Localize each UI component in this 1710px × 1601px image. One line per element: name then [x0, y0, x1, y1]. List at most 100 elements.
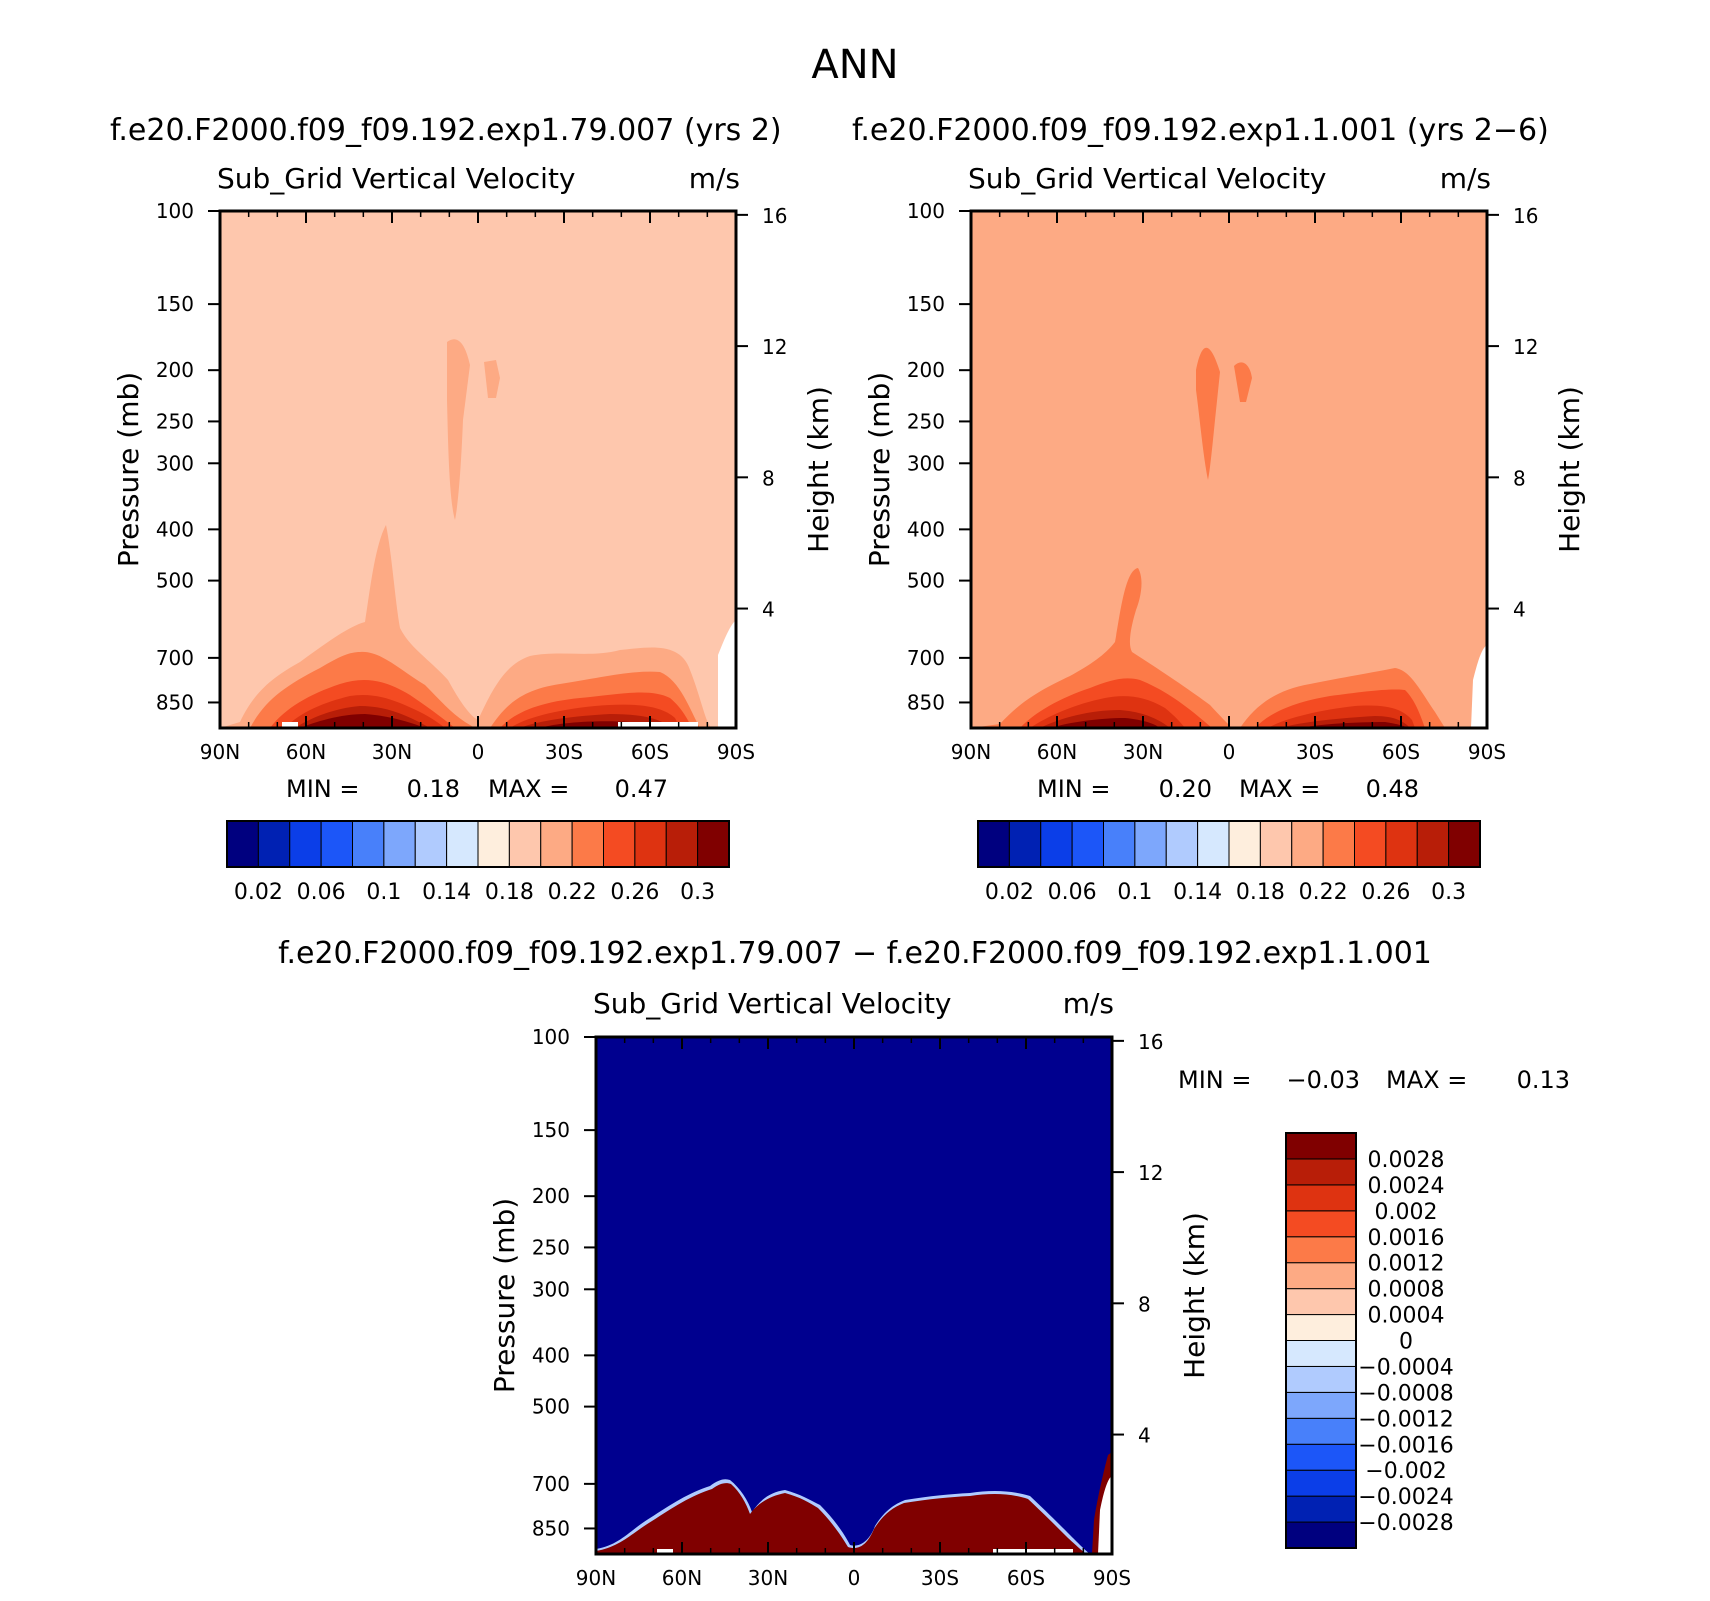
diff-colorbar-swatch	[1285, 1521, 1357, 1549]
test-xtick-label: 30S	[545, 740, 583, 764]
diff-colorbar-label: −0.002	[1365, 1459, 1446, 1484]
test-colorbar-label: 0.02	[234, 880, 283, 905]
test-colorbar-swatch	[226, 820, 259, 868]
diff-colorbar-swatch	[1285, 1288, 1357, 1316]
diff-colorbar-label: −0.0024	[1358, 1485, 1453, 1510]
control-ytick-label: 150	[907, 292, 945, 316]
control-colorbar-label: 0.26	[1361, 880, 1410, 905]
control-xtick-label: 90S	[1468, 740, 1506, 764]
control-max-label: MAX =	[1239, 775, 1320, 803]
diff-ytick-label: 100	[532, 1025, 570, 1049]
control-panel: Sub_Grid Vertical Velocity m/s 90N 60N 30N…	[863, 162, 1586, 905]
diff-colorbar-swatch	[1285, 1210, 1357, 1238]
diff-missing-data-right	[1098, 1476, 1112, 1554]
diff-colorbar-swatch	[1285, 1443, 1357, 1471]
test-ytick-label: 150	[156, 292, 194, 316]
test-min-label: MIN =	[286, 775, 359, 803]
control-xtick-label: 0	[1223, 740, 1236, 764]
test-y2tick-label: 8	[762, 466, 775, 490]
control-colorbar-swatch	[1354, 820, 1387, 868]
test-colorbar-swatch	[540, 820, 573, 868]
diff-colorbar-label: 0.0012	[1368, 1252, 1445, 1277]
control-colorbar-swatch	[1165, 820, 1199, 868]
diff-y2tick-label: 4	[1138, 1424, 1151, 1448]
control-min-label: MIN =	[1037, 775, 1110, 803]
control-ytick-label: 400	[907, 517, 945, 541]
test-colorbar-label: 0.3	[680, 880, 715, 905]
control-ytick-label: 100	[907, 199, 945, 223]
diff-min-label: MIN =	[1178, 1066, 1251, 1094]
control-ytick-label: 200	[907, 358, 945, 382]
test-panel: Sub_Grid Vertical Velocity m/s 90N 60N 30N…	[112, 162, 835, 905]
control-colorbar-swatch	[1197, 820, 1230, 868]
diff-xtick-label: 60S	[1007, 1566, 1045, 1590]
diff-colorbar-swatch	[1285, 1184, 1357, 1212]
test-case-title: f.e20.F2000.f09_f09.192.exp1.79.007 (yrs…	[110, 113, 782, 148]
test-y2tick-label: 4	[762, 598, 775, 622]
test-y2tick-label: 12	[762, 335, 787, 359]
test-xtick-label: 90N	[200, 740, 240, 764]
test-colorbar-swatch	[414, 820, 448, 868]
diff-colorbar-swatch	[1285, 1262, 1357, 1290]
control-colorbar-swatch	[1040, 820, 1073, 868]
diff-colorbar-border	[1285, 1132, 1357, 1549]
control-ytick-label: 300	[907, 451, 945, 475]
test-ytick-label: 850	[156, 690, 194, 714]
test-max-value: 0.47	[615, 775, 668, 803]
test-colorbar-label: 0.22	[548, 880, 597, 905]
diff-colorbar-swatch	[1285, 1495, 1357, 1523]
test-colorbar-swatch	[446, 820, 479, 868]
diff-xtick-label: 60N	[662, 1566, 702, 1590]
control-y2tick-label: 12	[1513, 335, 1538, 359]
diff-background-fill	[596, 1037, 1112, 1554]
diff-colorbar-swatch	[1285, 1469, 1357, 1497]
diff-colorbar-swatch	[1285, 1417, 1357, 1445]
test-ytick-label: 300	[156, 451, 194, 475]
diff-ytick-label: 400	[532, 1343, 570, 1367]
test-xtick-label: 90S	[717, 740, 755, 764]
control-ytick-label: 500	[907, 569, 945, 593]
control-xtick-label: 90N	[951, 740, 991, 764]
diff-colorbar-label: 0.0008	[1368, 1278, 1445, 1303]
control-xtick-label: 30N	[1123, 740, 1163, 764]
diff-ylabel: Pressure (mb)	[488, 1198, 521, 1393]
control-ytick-label: 850	[907, 690, 945, 714]
test-colorbar-swatch	[257, 820, 291, 868]
control-missing-data-right	[1471, 645, 1487, 728]
diff-y2label: Height (km)	[1178, 1212, 1211, 1379]
control-colorbar-swatch	[1008, 820, 1042, 868]
diff-max-label: MAX =	[1386, 1066, 1467, 1094]
test-ytick-label: 250	[156, 409, 194, 433]
figure-title: ANN	[811, 42, 898, 88]
control-ytick-label: 250	[907, 409, 945, 433]
diff-plot-area	[594, 1035, 1114, 1556]
test-colorbar-label: 0.1	[366, 880, 401, 905]
diff-colorbar-swatch	[1285, 1132, 1357, 1160]
control-colorbar-label: 0.02	[985, 880, 1034, 905]
diff-ytick-label: 500	[532, 1395, 570, 1419]
diff-colorbar-label: 0	[1399, 1330, 1413, 1355]
test-xtick-label: 60N	[286, 740, 326, 764]
control-contour-upper-plume	[1196, 347, 1252, 480]
diff-y2tick-label: 16	[1138, 1030, 1163, 1054]
test-xtick-label: 0	[472, 740, 485, 764]
test-colorbar-label: 0.18	[485, 880, 534, 905]
diff-colorbar-label: 0.0004	[1368, 1304, 1445, 1329]
test-colorbar-swatch	[508, 820, 542, 868]
control-colorbar-swatch	[1228, 820, 1261, 868]
control-colorbar-swatch	[1103, 820, 1136, 868]
diff-ytick-label: 850	[532, 1516, 570, 1540]
test-colorbar-swatch	[320, 820, 353, 868]
diff-xtick-label: 30N	[748, 1566, 788, 1590]
diff-colorbar-label: −0.0016	[1358, 1433, 1453, 1458]
control-colorbar-label: 0.1	[1117, 880, 1152, 905]
test-colorbar-swatch	[477, 820, 510, 868]
test-background-fill	[220, 211, 736, 728]
diff-colorbar-swatch	[1285, 1314, 1357, 1341]
control-colorbar-swatch	[1071, 820, 1104, 868]
control-colorbar-label: 0.18	[1236, 880, 1285, 905]
diff-min-value: −0.03	[1286, 1066, 1360, 1094]
control-contour-026	[971, 568, 1445, 728]
diff-ytick-label: 250	[532, 1235, 570, 1259]
diff-y2tick-label: 12	[1138, 1161, 1163, 1185]
